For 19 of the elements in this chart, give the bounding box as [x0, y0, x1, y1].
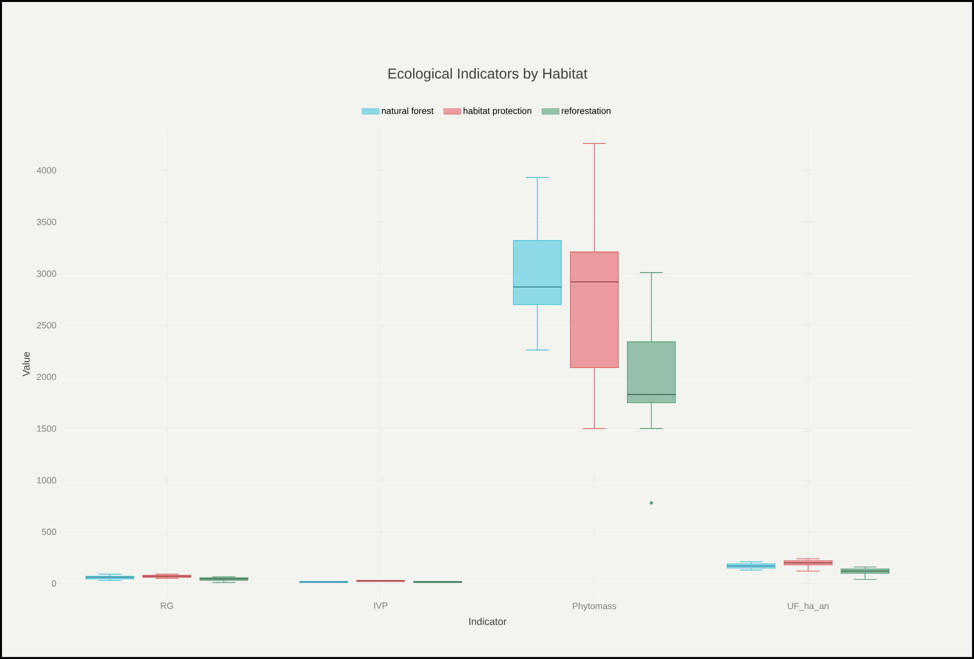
y-axis-title: Value: [22, 352, 30, 376]
x-tick-label: UF_ha_an: [788, 602, 828, 611]
y-tick-label: 4000: [36, 167, 56, 174]
y-tick-label: 2000: [36, 374, 56, 380]
y-tick-label: 1500: [37, 425, 56, 432]
x-tick-label: Phytomass: [572, 602, 616, 611]
y-tick-label: 3000: [36, 270, 56, 277]
y-tick-label: 1000: [37, 477, 56, 484]
x-tick-label: IVP: [374, 602, 388, 609]
legend-label: natural forest: [382, 107, 434, 114]
x-axis-title: Indicator: [469, 618, 506, 626]
y-tick-label: 0: [52, 580, 56, 587]
chart-title: Ecological Indicators by Habitat: [388, 68, 588, 82]
x-tick-label: RG: [160, 602, 173, 609]
y-tick-label: 2500: [36, 322, 56, 328]
legend-label: habitat protection: [464, 107, 532, 116]
y-tick-label: 500: [42, 528, 56, 536]
y-tick-label: 3500: [36, 218, 56, 226]
legend-label: reforestation: [562, 107, 610, 114]
